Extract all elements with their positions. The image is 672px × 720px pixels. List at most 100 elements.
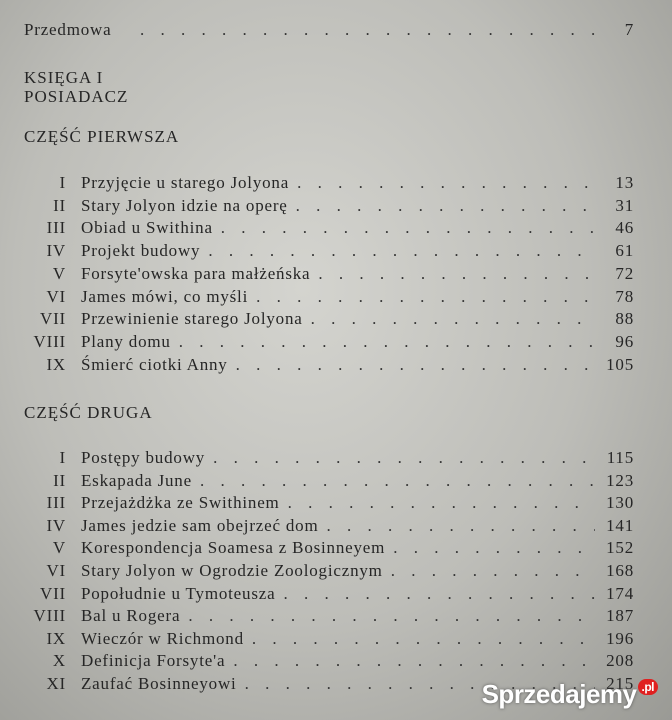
page-number: 72 [615, 263, 634, 283]
chapter-numeral: IX [46, 354, 66, 374]
chapter-numeral: VIII [33, 606, 66, 626]
dot-leader [252, 628, 595, 650]
dot-leader [393, 537, 595, 559]
page-number: 141 [606, 515, 634, 535]
chapter-title: Korespondencja Soamesa z Bosinneyem [81, 538, 386, 558]
page-number: 61 [615, 241, 634, 261]
page-number: 208 [606, 651, 634, 671]
dot-leader [318, 263, 595, 285]
chapter-numeral: IV [46, 241, 66, 261]
page-number: 196 [606, 628, 634, 648]
chapter-title: Przyjęcie u starego Jolyona [81, 173, 290, 192]
chapter-title: Popołudnie u Tymoteusza [81, 583, 276, 603]
part-title: CZĘŚĆ PIERWSZA [24, 127, 180, 146]
page-number: 88 [615, 309, 634, 329]
chapter-numeral: VI [46, 561, 66, 580]
page-number: 105 [606, 354, 634, 374]
chapter-row: I Postępy budowy 115 [0, 447, 672, 469]
page-number: 7 [624, 20, 634, 39]
page-number: 130 [606, 493, 634, 513]
watermark-text: Sprzedajemy [481, 679, 637, 709]
page-number: 215 [606, 674, 634, 693]
chapter-numeral: II [53, 470, 66, 490]
chapter-numeral: IX [46, 628, 66, 648]
chapter-row: IX Wieczór w Richmond 196 [0, 628, 672, 650]
dot-leader [283, 583, 595, 605]
chapter-numeral: V [52, 263, 66, 283]
chapter-numeral: III [46, 218, 66, 238]
chapter-row: VIII Plany domu 96 [0, 331, 672, 353]
chapter-row: V Korespondencja Soamesa z Bosinneyem 152 [0, 537, 672, 559]
page-number: 31 [615, 195, 634, 215]
dot-leader [391, 560, 595, 582]
chapter-row: V Forsyte'owska para małżeńska 72 [0, 263, 672, 285]
dot-leader [256, 286, 595, 308]
chapter-title: Definicja Forsyte'a [81, 651, 226, 671]
chapter-numeral: VII [40, 309, 66, 329]
preface-title: Przedmowa [24, 20, 112, 39]
chapter-title: Wieczór w Richmond [81, 628, 244, 648]
dot-leader [213, 447, 595, 469]
dot-leader [288, 492, 595, 514]
chapter-numeral: X [52, 651, 66, 671]
dot-leader [200, 470, 595, 492]
chapter-title: Stary Jolyon w Ogrodzie Zoologicznym [81, 561, 383, 580]
chapter-numeral: VII [40, 583, 66, 603]
chapter-numeral: II [53, 195, 66, 215]
chapter-numeral: XI [46, 674, 66, 693]
dot-leader [311, 308, 595, 330]
chapter-numeral: I [59, 173, 66, 192]
chapter-row: VI Stary Jolyon w Ogrodzie Zoologicznym 16… [0, 560, 672, 582]
page-number: 123 [606, 470, 634, 490]
page-number: 174 [606, 583, 634, 603]
chapter-title: Postępy budowy [81, 448, 206, 467]
page-number: 115 [606, 448, 634, 467]
preface-row: Przedmowa 7 [0, 19, 672, 41]
chapter-row: IV Projekt budowy 61 [0, 240, 672, 262]
dot-leader [327, 515, 595, 537]
chapter-title: James jedzie sam obejrzeć dom [81, 515, 319, 535]
page-number: 96 [615, 331, 634, 351]
chapter-numeral: V [52, 538, 66, 558]
dot-leader [233, 650, 595, 672]
chapter-row: X Definicja Forsyte'a 208 [0, 650, 672, 672]
chapter-row: I Przyjęcie u starego Jolyona 13 [0, 172, 672, 194]
watermark-suffix: .pl [637, 679, 658, 695]
chapter-numeral: I [59, 448, 66, 467]
chapter-title: Przewinienie starego Jolyona [81, 309, 303, 329]
part-title: CZĘŚĆ DRUGA [24, 403, 153, 422]
chapter-title: Przejażdżka ze Swithinem [81, 493, 280, 513]
chapter-title: Obiad u Swithina [81, 218, 213, 238]
chapter-title: Projekt budowy [81, 241, 201, 261]
chapter-row: II Stary Jolyon idzie na operę 31 [0, 195, 672, 217]
chapter-title: Zaufać Bosinneyowi [81, 674, 237, 693]
dot-leader [221, 217, 595, 239]
chapter-row: XI Zaufać Bosinneyowi 215 [0, 673, 672, 695]
dot-leader [296, 195, 595, 217]
chapter-numeral: IV [46, 515, 66, 535]
chapter-numeral: VIII [33, 331, 66, 351]
chapter-title: Bal u Rogera [81, 606, 181, 626]
dot-leader [140, 19, 600, 41]
dot-leader [236, 354, 595, 376]
page-number: 187 [606, 606, 634, 626]
chapter-title: Eskapada June [81, 470, 192, 490]
chapter-title: Plany domu [81, 331, 171, 351]
chapter-row: VII Popołudnie u Tymoteusza 174 [0, 583, 672, 605]
chapter-row: IV James jedzie sam obejrzeć dom 141 [0, 515, 672, 537]
chapter-title: Forsyte'owska para małżeńska [81, 263, 311, 283]
chapter-numeral: III [46, 493, 66, 513]
chapter-row: VII Przewinienie starego Jolyona 88 [0, 308, 672, 330]
chapter-title: Stary Jolyon idzie na operę [81, 195, 288, 215]
chapter-row: II Eskapada June 123 [0, 470, 672, 492]
chapter-title: James mówi, co myśli [81, 286, 249, 306]
page-number: 13 [615, 173, 634, 192]
dot-leader [297, 172, 595, 194]
dot-leader [179, 331, 595, 353]
chapter-title: Śmierć ciotki Anny [81, 354, 228, 374]
chapter-row: IX Śmierć ciotki Anny 105 [0, 354, 672, 376]
page-number: 152 [606, 538, 634, 558]
chapter-row: III Przejażdżka ze Swithinem 130 [0, 492, 672, 514]
dot-leader [188, 605, 595, 627]
